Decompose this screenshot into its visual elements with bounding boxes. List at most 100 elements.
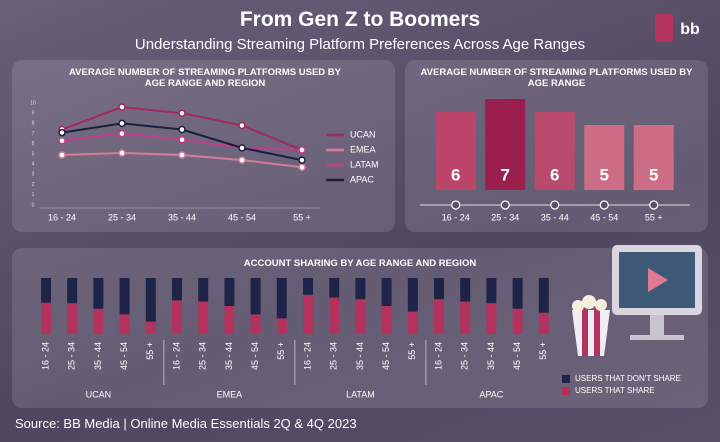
- bar-segment: [41, 278, 51, 303]
- y-tick-label: 5: [32, 151, 35, 157]
- x-tick-label: 45 - 54: [250, 342, 260, 370]
- point: [238, 156, 246, 164]
- title: From Gen Z to Boomers: [239, 8, 481, 31]
- group-label: EMEA: [217, 389, 243, 399]
- x-tick-label: 45 - 54: [381, 342, 391, 370]
- bar-segment: [303, 278, 313, 295]
- bar-segment: [145, 278, 156, 322]
- point: [298, 146, 306, 154]
- tv-icon: [572, 245, 702, 356]
- bar-segment: [512, 308, 523, 334]
- x-tick-label: 16 - 24: [48, 212, 76, 222]
- x-tick-label: 25 - 34: [198, 342, 208, 370]
- point: [238, 121, 246, 130]
- bar-segment: [381, 306, 392, 334]
- legend-label: UCAN: [350, 129, 376, 139]
- y-tick-label: 4: [32, 162, 35, 168]
- bar: [485, 99, 526, 190]
- tick-dot: [500, 200, 510, 210]
- x-tick-label: 55 +: [538, 342, 548, 360]
- bar-segment: [119, 278, 130, 315]
- x-tick-label: 35 - 44: [541, 212, 569, 222]
- x-tick-label: 55 +: [276, 342, 286, 360]
- value-label: 6: [550, 165, 559, 184]
- point: [58, 128, 66, 137]
- subtitle: Understanding Streaming Platform Prefere…: [134, 36, 586, 53]
- point: [178, 109, 186, 117]
- tick-dot: [451, 200, 461, 210]
- bar-segment: [303, 294, 313, 334]
- y-tick-label: 6: [32, 141, 35, 147]
- bar-segment: [93, 308, 104, 334]
- group-label: LATAM: [346, 389, 375, 399]
- x-tick-label: 35 - 44: [486, 342, 496, 370]
- bar-segment: [224, 306, 235, 334]
- group-label: UCAN: [86, 389, 112, 399]
- bar-segment: [329, 297, 340, 334]
- x-tick-label: 55 +: [293, 212, 311, 222]
- value-label: 5: [600, 165, 609, 184]
- bar-segment: [198, 278, 209, 302]
- x-tick-label: 16 - 24: [442, 212, 470, 222]
- x-tick-label: 25 - 34: [491, 212, 519, 222]
- x-tick-label: 16 - 24: [40, 342, 50, 370]
- bar: [633, 125, 674, 190]
- bar: [584, 125, 625, 190]
- bar-segment: [224, 278, 235, 306]
- y-tick-label: 3: [32, 172, 35, 178]
- x-tick-label: 16 - 24: [433, 342, 443, 370]
- bar-segment: [486, 303, 497, 334]
- legend-swatch: [562, 375, 570, 383]
- bar-segment: [67, 303, 78, 334]
- chart-title: AVERAGE NUMBER OF STREAMING PLATFORMS US…: [420, 67, 693, 89]
- bar-segment: [67, 278, 78, 304]
- x-tick-label: 45 - 54: [590, 212, 618, 222]
- chart-title: ACCOUNT SHARING BY AGE RANGE AND REGION: [243, 258, 477, 269]
- legend-label: USERS THAT SHARE: [575, 386, 655, 395]
- group-label: APAC: [479, 389, 503, 399]
- x-tick-label: 25 - 34: [108, 212, 136, 222]
- bar-segment: [276, 318, 287, 334]
- tick-dot: [649, 200, 659, 210]
- bar-segment: [329, 278, 340, 298]
- bar-segment: [434, 278, 444, 300]
- logo: bb: [680, 21, 700, 38]
- x-tick-label: 25 - 34: [460, 342, 470, 370]
- bar-segment: [512, 278, 523, 309]
- tick-dot: [599, 200, 609, 210]
- bar-segment: [145, 321, 156, 334]
- bar-segment: [460, 301, 471, 334]
- value-label: 5: [649, 165, 658, 184]
- point: [118, 129, 126, 138]
- bar-segment: [355, 278, 366, 300]
- panel: [12, 60, 395, 232]
- bar-segment: [119, 314, 130, 334]
- legend-label: LATAM: [350, 159, 379, 169]
- bar-segment: [538, 278, 549, 313]
- bar-segment: [538, 312, 549, 334]
- x-tick-label: 25 - 34: [329, 342, 339, 370]
- legend-label: EMEA: [350, 144, 376, 154]
- bar-segment: [198, 301, 209, 334]
- point: [118, 149, 126, 157]
- x-tick-label: 35 - 44: [224, 342, 234, 370]
- bar-segment: [172, 278, 182, 301]
- bar-segment: [172, 300, 182, 334]
- bar: [534, 112, 575, 190]
- y-tick-label: 2: [32, 182, 35, 188]
- point: [298, 163, 306, 172]
- legend-label: APAC: [350, 174, 374, 184]
- legend-label: USERS THAT DON'T SHARE: [575, 374, 681, 383]
- y-tick-label: 1: [32, 192, 35, 198]
- value-label: 6: [451, 165, 460, 184]
- point: [238, 144, 246, 152]
- bar-segment: [250, 314, 261, 334]
- point: [178, 125, 186, 134]
- bar: [435, 112, 476, 190]
- point: [178, 135, 186, 144]
- x-tick-label: 35 - 44: [168, 212, 196, 222]
- x-tick-label: 16 - 24: [302, 342, 312, 370]
- bar-segment: [355, 299, 366, 334]
